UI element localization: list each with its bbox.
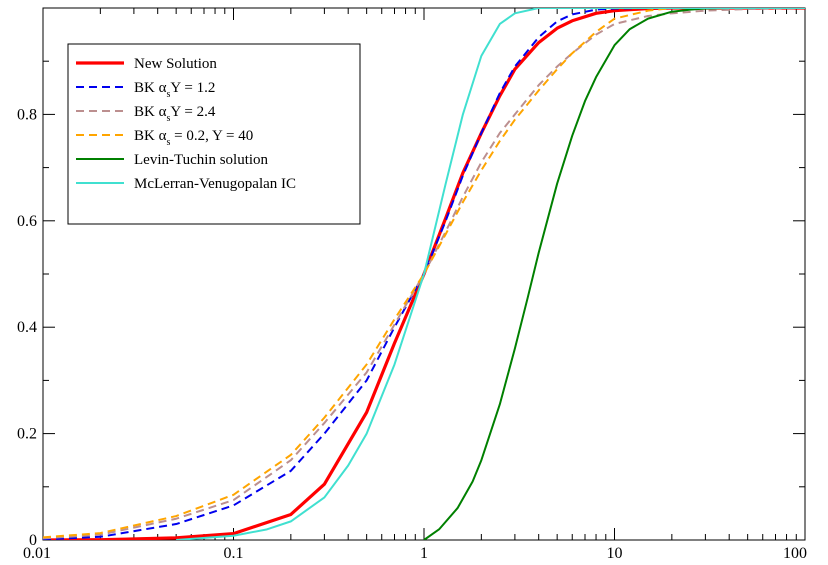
legend-label-part: Y = 2.4 xyxy=(170,104,215,120)
x-tick-label: 0.1 xyxy=(224,545,244,562)
legend-label-bk-12: BK αsY = 1.2 xyxy=(134,80,215,100)
y-tick-label: 0.6 xyxy=(17,213,37,230)
y-tick-label: 0.2 xyxy=(17,426,37,443)
legend-label-bk-02-40: BK αs = 0.2, Y = 40 xyxy=(134,128,253,148)
y-tick-label: 0.4 xyxy=(17,319,37,336)
x-tick-label: 100 xyxy=(783,545,807,562)
legend-label-levin-tuchin: Levin-Tuchin solution xyxy=(134,152,269,168)
x-tick-label: 1 xyxy=(420,545,428,562)
series-line-levin-tuchin xyxy=(423,8,805,540)
legend-label-part: New Solution xyxy=(134,56,217,72)
legend-label-part: s xyxy=(166,89,170,100)
series-line-bk-02-40 xyxy=(43,8,805,539)
legend-label-bk-24: BK αsY = 2.4 xyxy=(134,104,216,124)
series-layer xyxy=(43,8,805,540)
y-tick-label: 0 xyxy=(29,532,37,549)
legend-label-part: BK α xyxy=(134,128,167,144)
y-tick-label: 0.8 xyxy=(17,106,37,123)
legend-label-part: BK α xyxy=(134,80,167,96)
legend-label-part: BK α xyxy=(134,104,167,120)
legend-label-mv-ic: McLerran-Venugopalan IC xyxy=(134,176,296,192)
series-line-mv-ic xyxy=(176,8,805,540)
legend-label-new-solution: New Solution xyxy=(134,56,217,72)
legend-label-part: Y = 1.2 xyxy=(170,80,215,96)
legend-label-part: Levin-Tuchin solution xyxy=(134,152,269,168)
legend-label-part: s xyxy=(166,137,170,148)
axis-ticks: 0.01 0.1 1 10 100 0 0.2 0.4 0.6 0.8 xyxy=(17,8,807,562)
legend-label-part: McLerran-Venugopalan IC xyxy=(134,176,296,192)
legend-label-part: s xyxy=(166,113,170,124)
x-tick-label: 10 xyxy=(607,545,623,562)
x-tick-label: 0.01 xyxy=(23,545,51,562)
series-line-bk-24 xyxy=(43,8,805,540)
legend-label-part: = 0.2, Y = 40 xyxy=(170,128,253,144)
